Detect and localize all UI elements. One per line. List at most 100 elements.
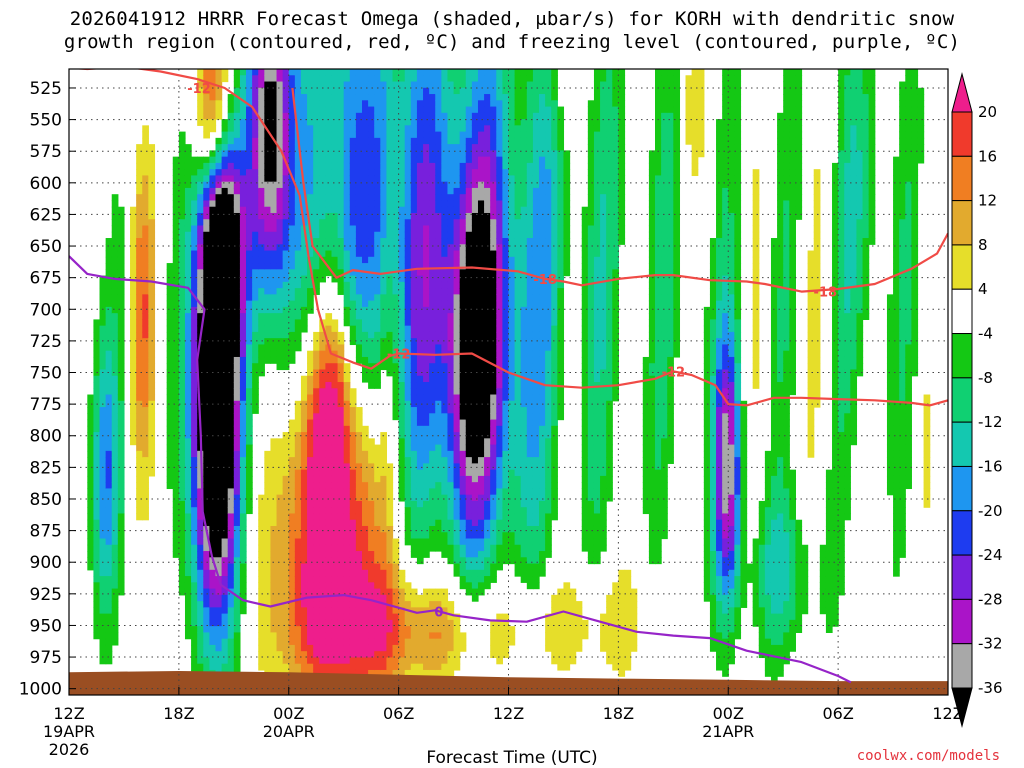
omega-cell xyxy=(178,206,186,214)
omega-cell xyxy=(429,319,436,327)
omega-cell xyxy=(203,626,210,633)
omega-cell xyxy=(282,563,290,571)
omega-cell xyxy=(404,626,412,633)
omega-cell xyxy=(416,657,424,665)
omega-cell xyxy=(93,513,101,521)
omega-cell xyxy=(404,407,412,414)
omega-cell xyxy=(325,513,333,521)
omega-cell xyxy=(374,525,381,533)
omega-cell xyxy=(307,419,314,427)
omega-cell xyxy=(111,551,119,558)
omega-cell xyxy=(142,219,149,227)
omega-cell xyxy=(331,569,339,577)
omega-cell xyxy=(459,106,467,114)
omega-cell xyxy=(99,331,107,339)
omega-cell xyxy=(288,525,296,533)
omega-cell xyxy=(166,475,174,483)
omega-cell xyxy=(239,300,247,308)
omega-cell xyxy=(386,256,394,264)
omega-cell xyxy=(136,269,143,277)
omega-cell xyxy=(362,519,369,527)
omega-cell xyxy=(453,94,461,101)
omega-cell xyxy=(258,238,265,245)
omega-cell xyxy=(337,181,345,189)
omega-cell xyxy=(227,350,235,358)
omega-cell xyxy=(184,269,192,277)
omega-cell xyxy=(221,657,229,665)
omega-cell xyxy=(227,112,235,120)
omega-cell xyxy=(209,281,217,289)
omega-cell xyxy=(447,194,455,202)
omega-cell xyxy=(441,407,449,414)
omega-cell xyxy=(282,363,290,371)
omega-cell xyxy=(142,319,149,327)
omega-cell xyxy=(337,388,345,396)
omega-cell xyxy=(392,632,400,640)
omega-cell xyxy=(355,463,363,471)
omega-cell xyxy=(325,325,333,333)
omega-cell xyxy=(447,238,455,245)
omega-cell xyxy=(453,475,461,483)
omega-cell xyxy=(203,494,210,502)
omega-cell xyxy=(380,250,388,258)
omega-cell xyxy=(246,306,253,314)
omega-cell xyxy=(325,594,333,602)
omega-cell xyxy=(459,632,467,640)
omega-cell xyxy=(203,288,210,295)
omega-cell xyxy=(343,663,351,671)
omega-cell xyxy=(459,100,467,108)
omega-cell xyxy=(191,594,198,602)
omega-cell xyxy=(276,87,284,95)
omega-cell xyxy=(319,482,326,490)
omega-cell xyxy=(270,632,278,640)
omega-cell xyxy=(447,319,455,327)
omega-cell xyxy=(197,194,204,202)
omega-cell xyxy=(276,69,284,76)
omega-cell xyxy=(307,375,314,383)
omega-cell xyxy=(441,81,449,89)
omega-cell xyxy=(459,369,467,377)
omega-cell xyxy=(337,394,345,402)
omega-cell xyxy=(307,582,314,590)
omega-cell xyxy=(404,475,412,483)
omega-cell xyxy=(349,538,357,546)
omega-cell xyxy=(178,325,186,333)
omega-cell xyxy=(307,557,314,565)
omega-cell xyxy=(343,419,351,427)
omega-cell xyxy=(215,382,223,389)
omega-cell xyxy=(294,551,302,558)
omega-cell xyxy=(423,375,430,383)
omega-cell xyxy=(362,331,369,339)
omega-cell xyxy=(172,294,180,302)
omega-cell xyxy=(294,607,302,615)
omega-cell xyxy=(191,181,198,189)
omega-cell xyxy=(392,331,400,339)
omega-cell xyxy=(410,313,418,320)
omega-cell xyxy=(447,206,455,214)
omega-cell xyxy=(105,263,113,270)
omega-cell xyxy=(416,231,424,239)
omega-cell xyxy=(130,294,137,302)
omega-cell xyxy=(184,444,192,452)
omega-cell xyxy=(221,400,229,408)
omega-cell xyxy=(117,588,125,596)
omega-cell xyxy=(264,288,272,295)
omega-cell xyxy=(435,187,442,195)
omega-cell xyxy=(416,457,424,464)
omega-cell xyxy=(166,450,174,458)
omega-cell xyxy=(258,363,265,371)
omega-cell xyxy=(294,231,302,239)
omega-cell xyxy=(300,613,308,621)
omega-cell xyxy=(239,212,247,220)
omega-cell xyxy=(252,281,259,289)
omega-cell xyxy=(380,576,388,583)
omega-cell xyxy=(392,244,400,252)
omega-cell xyxy=(404,169,412,177)
omega-cell xyxy=(233,619,241,627)
omega-cell xyxy=(410,288,418,295)
omega-cell xyxy=(374,582,381,590)
omega-cell xyxy=(435,281,442,289)
omega-cell xyxy=(362,544,369,552)
omega-cell xyxy=(178,438,186,446)
omega-cell xyxy=(380,181,388,189)
